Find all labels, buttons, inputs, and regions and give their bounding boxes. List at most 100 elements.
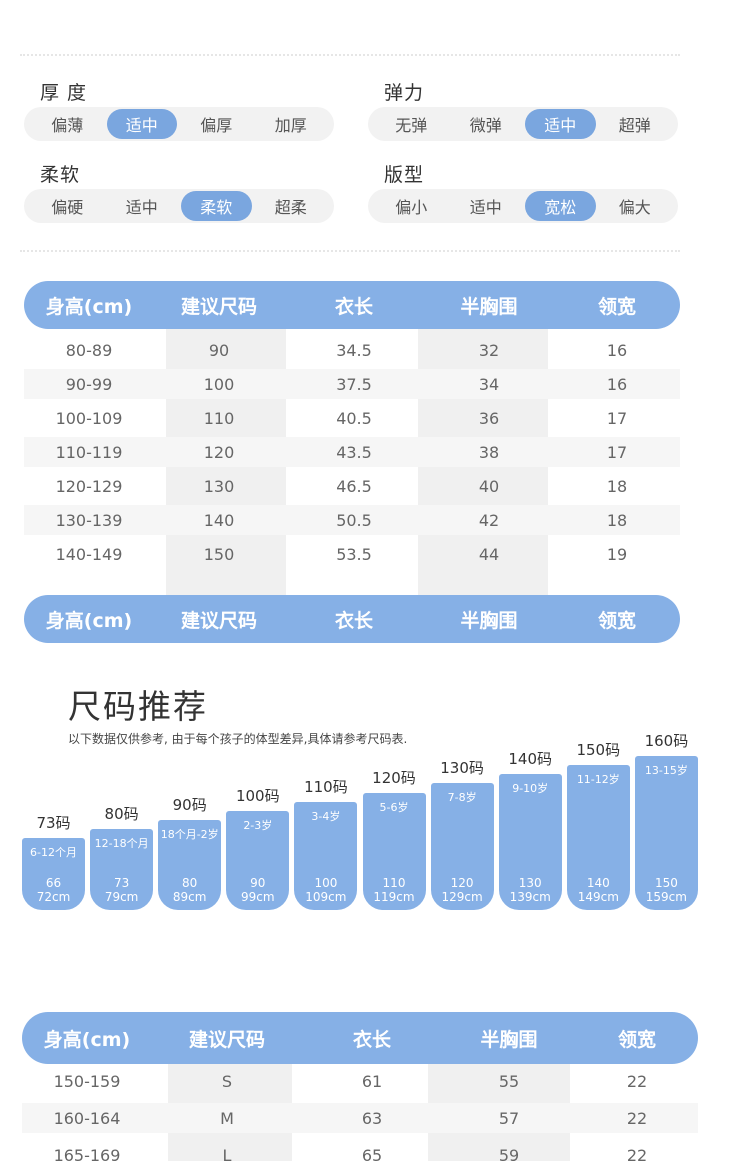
size-bar: 5-6岁 110 119cm bbox=[362, 792, 426, 910]
table-cell: 120 bbox=[203, 442, 235, 462]
attr-options-row: 无弹 微弹 适中 超弹 bbox=[368, 107, 678, 141]
table-header: 身高(cm) 建议尺码 衣长 半胸围 领宽 bbox=[22, 1012, 698, 1064]
table-cell: 90-99 bbox=[65, 374, 113, 394]
attr-title: 版型 bbox=[384, 164, 425, 186]
size-bar-group: 100码 2-3岁 90 99cm bbox=[226, 785, 290, 912]
table-cell: 80-89 bbox=[65, 340, 113, 360]
table-cell: 42 bbox=[478, 510, 500, 530]
table-cell: 59 bbox=[498, 1145, 520, 1161]
table-cell: S bbox=[221, 1071, 233, 1091]
size-table-kids: 80-89 90 34.5 32 16 90-99 100 37.5 34 16 100-109 11… bbox=[24, 281, 680, 643]
attr-title: 厚 度 bbox=[40, 82, 88, 104]
size-bar-group: 140码 9-10岁 130 139cm bbox=[498, 748, 562, 912]
size-bar-size: 130 bbox=[518, 875, 542, 890]
size-bar-height: 159cm bbox=[645, 889, 687, 904]
table-row: 120-129 130 46.5 40 18 bbox=[24, 469, 680, 503]
row-band bbox=[24, 505, 680, 535]
size-bar: 18个月-2岁 80 89cm bbox=[158, 819, 222, 910]
table-cell: 46.5 bbox=[336, 476, 372, 496]
table-cell: 43.5 bbox=[336, 442, 372, 462]
size-bar-label: 100码 bbox=[235, 786, 280, 805]
table-cell: 32 bbox=[478, 340, 500, 360]
size-bar: 2-3岁 90 99cm bbox=[226, 810, 290, 910]
table-header-cell: 半胸围 bbox=[460, 295, 518, 318]
attr-option[interactable]: 宽松 bbox=[525, 191, 596, 221]
table-cell: 100-109 bbox=[55, 408, 123, 428]
size-bar: 7-8岁 120 129cm bbox=[430, 783, 494, 910]
table-header-cell: 建议尺码 bbox=[188, 1028, 265, 1051]
table-header-cell: 领宽 bbox=[597, 609, 636, 632]
row-band bbox=[22, 1103, 698, 1133]
table-cell: 22 bbox=[626, 1108, 648, 1128]
table-cell: 38 bbox=[478, 442, 500, 462]
size-bar-label: 160码 bbox=[644, 732, 689, 751]
size-bar-group: 130码 7-8岁 120 129cm bbox=[430, 757, 494, 912]
attr-option[interactable]: 偏大 bbox=[618, 198, 651, 217]
divider-top bbox=[20, 54, 680, 56]
divider-middle bbox=[20, 250, 680, 252]
attr-option[interactable]: 超柔 bbox=[274, 198, 307, 217]
attr-option[interactable]: 加厚 bbox=[274, 116, 307, 135]
table-cell: 40 bbox=[478, 476, 500, 496]
attr-option[interactable]: 柔软 bbox=[181, 191, 252, 221]
size-bar-height: 149cm bbox=[577, 889, 619, 904]
table-cell: 16 bbox=[606, 374, 628, 394]
table-row: 130-139 140 50.5 42 18 bbox=[24, 503, 680, 537]
table-row: 165-169 L 65 59 22 bbox=[22, 1138, 698, 1161]
size-bar-label: 130码 bbox=[440, 759, 484, 778]
size-bar: 11-12岁 140 149cm bbox=[566, 765, 630, 910]
table-header-cell: 身高(cm) bbox=[45, 295, 133, 318]
table-cell: 53.5 bbox=[336, 544, 372, 564]
table-header-cell: 衣长 bbox=[334, 609, 373, 632]
table-cell: 18 bbox=[606, 510, 628, 530]
size-bar-age: 11-12岁 bbox=[576, 773, 620, 787]
table-cell: 36 bbox=[478, 408, 500, 428]
table-cell: 17 bbox=[606, 442, 628, 462]
table-cell: 37.5 bbox=[336, 374, 372, 394]
attr-option[interactable]: 微弹 bbox=[469, 116, 502, 135]
table-header-cell: 领宽 bbox=[617, 1028, 656, 1051]
table-cell: 110-119 bbox=[55, 442, 123, 462]
size-bar-height: 89cm bbox=[172, 889, 207, 904]
attr-option[interactable]: 超弹 bbox=[618, 116, 651, 135]
table-cell: 34 bbox=[478, 374, 500, 394]
size-bar-group: 120码 5-6岁 110 119cm bbox=[362, 767, 426, 913]
table-cell: 150-159 bbox=[53, 1071, 121, 1091]
table-row: 80-89 90 34.5 32 16 bbox=[24, 333, 680, 367]
attr-option[interactable]: 适中 bbox=[469, 198, 502, 217]
attr-option[interactable]: 偏薄 bbox=[51, 116, 84, 135]
attr-title: 柔软 bbox=[40, 164, 81, 186]
size-bar-label: 73码 bbox=[36, 814, 71, 832]
size-bar-height: 109cm bbox=[305, 889, 347, 904]
size-bar-age: 13-15岁 bbox=[644, 764, 688, 778]
attr-option[interactable]: 适中 bbox=[106, 109, 177, 139]
size-bar-size: 120 bbox=[450, 875, 474, 890]
attr-option[interactable]: 无弹 bbox=[395, 116, 428, 135]
size-bar-size: 66 bbox=[45, 876, 62, 890]
attr-option[interactable]: 适中 bbox=[525, 109, 596, 139]
row-band bbox=[24, 369, 680, 399]
size-bar-label: 80码 bbox=[104, 804, 139, 823]
size-bar-size: 90 bbox=[250, 875, 266, 890]
table-cell: 55 bbox=[498, 1071, 520, 1091]
size-bar-group: 80码 12-18个月 73 79cm bbox=[90, 803, 154, 912]
size-bar-group: 110码 3-4岁 100 109cm bbox=[294, 776, 358, 912]
table-row: 100-109 110 40.5 36 17 bbox=[24, 401, 680, 435]
size-bar-height: 129cm bbox=[441, 889, 483, 904]
attr-option[interactable]: 偏小 bbox=[395, 198, 428, 217]
table-cell: 17 bbox=[606, 408, 628, 428]
attr-option[interactable]: 适中 bbox=[125, 198, 158, 217]
attr-option[interactable]: 偏硬 bbox=[51, 198, 84, 217]
size-bar-group: 73码 6-12个月 66 72cm bbox=[22, 812, 85, 912]
table-row: 140-149 150 53.5 44 19 bbox=[24, 537, 680, 571]
size-bar-group: 160码 13-15岁 150 159cm bbox=[634, 730, 698, 912]
table-cell: 34.5 bbox=[336, 340, 372, 360]
table-cell: 130-139 bbox=[55, 510, 123, 530]
size-bar-label: 120码 bbox=[372, 768, 416, 787]
size-bar-label: 150码 bbox=[576, 741, 621, 760]
size-bar-label: 110码 bbox=[304, 777, 348, 796]
size-bar-age: 2-3岁 bbox=[243, 818, 273, 832]
size-bar: 12-18个月 73 79cm bbox=[90, 828, 154, 910]
table-cell: 90 bbox=[208, 340, 230, 360]
attr-option[interactable]: 偏厚 bbox=[200, 116, 233, 135]
